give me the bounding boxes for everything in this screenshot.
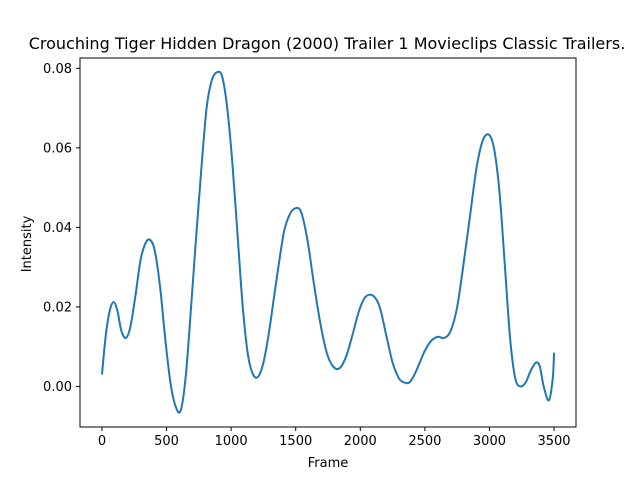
x-tick-label: 3000 bbox=[473, 434, 506, 449]
plot-frame bbox=[79, 57, 577, 428]
y-tick-label: 0.02 bbox=[43, 300, 72, 315]
x-axis-label: Frame bbox=[308, 456, 349, 471]
x-tick-label: 2500 bbox=[408, 434, 441, 449]
x-tick-label: 1500 bbox=[279, 434, 312, 449]
x-tick-label: 3500 bbox=[537, 434, 570, 449]
y-tick-label: 0.08 bbox=[43, 62, 72, 77]
chart-title: Crouching Tiger Hidden Dragon (2000) Tra… bbox=[29, 34, 626, 53]
ticks-layer: 0 500 1000 1500 2000 2500 3000 3500 0.00 0.02 0.04… bbox=[43, 62, 571, 449]
plot-layer bbox=[100, 70, 556, 414]
series-line-0 bbox=[100, 70, 556, 414]
x-tick-label: 2000 bbox=[344, 434, 377, 449]
x-tick-label: 1000 bbox=[215, 434, 248, 449]
y-tick-label: 0.06 bbox=[43, 141, 72, 156]
y-axis-label: Intensity bbox=[20, 215, 35, 272]
y-tick-label: 0.04 bbox=[43, 221, 72, 236]
y-tick-label: 0.00 bbox=[43, 380, 72, 395]
x-tick-label: 500 bbox=[154, 434, 179, 449]
x-tick-label: 0 bbox=[98, 434, 106, 449]
